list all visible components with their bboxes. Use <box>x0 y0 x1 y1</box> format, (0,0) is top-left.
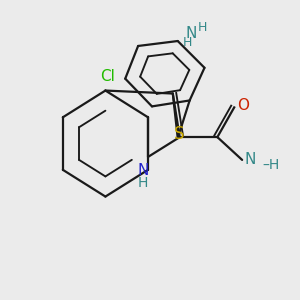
Text: –H: –H <box>262 158 279 172</box>
Text: O: O <box>237 98 249 113</box>
Text: H: H <box>198 21 207 34</box>
Text: S: S <box>173 125 184 143</box>
Text: N: N <box>244 152 256 167</box>
Text: Cl: Cl <box>100 69 115 84</box>
Text: H: H <box>138 176 148 190</box>
Text: N: N <box>186 26 197 40</box>
Text: H: H <box>183 37 192 50</box>
Text: N: N <box>137 163 149 178</box>
